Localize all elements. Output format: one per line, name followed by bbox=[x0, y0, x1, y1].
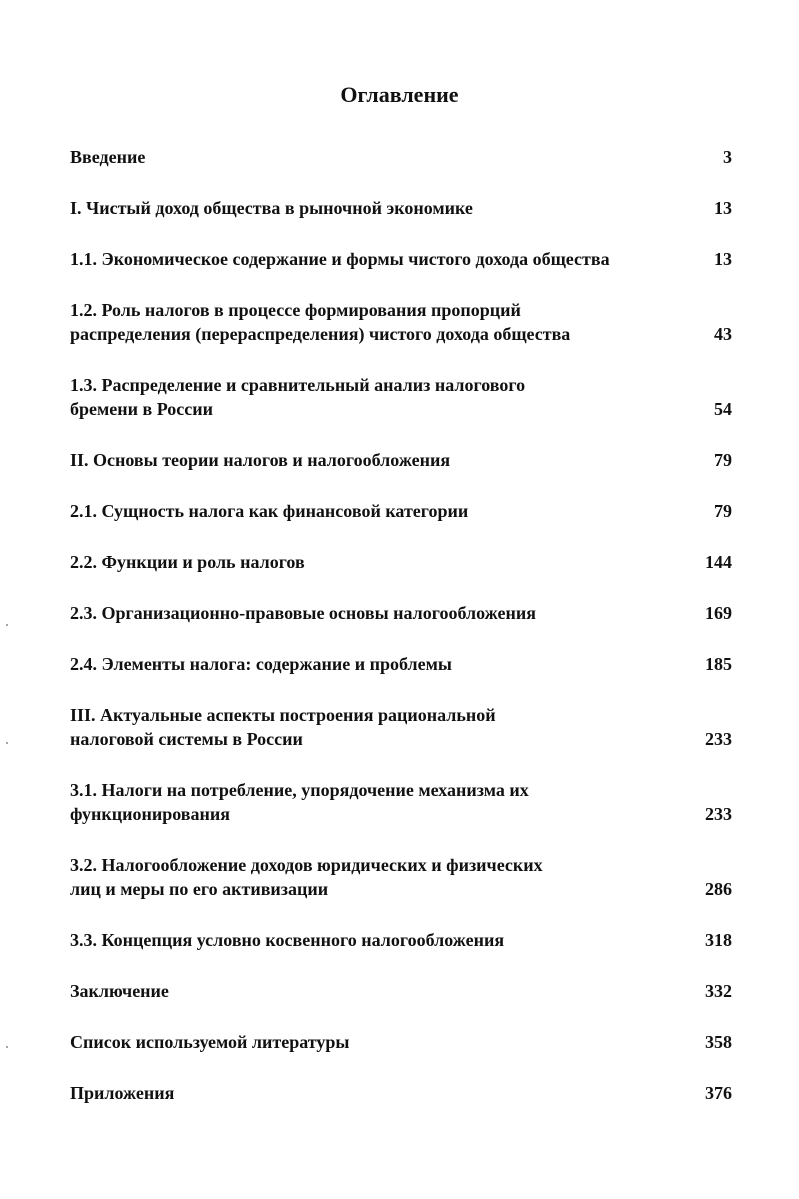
toc-entry-title: 1.1. Экономическое содержание и формы чи… bbox=[70, 247, 610, 271]
toc-entry: 3.3. Концепция условно косвенного налого… bbox=[70, 928, 732, 952]
table-of-contents: Введение 3 I. Чистый доход общества в рыно… bbox=[70, 145, 732, 1132]
toc-entry-title: 1.2. Роль налогов в процессе формировани… bbox=[70, 298, 570, 346]
toc-entry: 2.3. Организационно-правовые основы нало… bbox=[70, 601, 732, 625]
toc-entry-line: 2.3. Организационно-правовые основы нало… bbox=[70, 603, 536, 623]
toc-entry: II. Основы теории налогов и налогообложе… bbox=[70, 448, 732, 472]
toc-entry-title: 3.3. Концепция условно косвенного налого… bbox=[70, 928, 504, 952]
toc-page-number: 13 bbox=[714, 249, 732, 269]
toc-page-number: 13 bbox=[714, 198, 732, 218]
toc-entry: III. Актуальные аспекты построения рацио… bbox=[70, 703, 732, 751]
toc-entry-line: 3.2. Налогообложение доходов юридических… bbox=[70, 855, 543, 875]
toc-entry-line: 3.1. Налоги на потребление, упорядочение… bbox=[70, 780, 529, 800]
toc-page-number: 376 bbox=[705, 1083, 732, 1103]
toc-entry-title: Список используемой литературы bbox=[70, 1030, 349, 1054]
toc-entry: 1.2. Роль налогов в процессе формировани… bbox=[70, 298, 732, 346]
toc-entry-line: 1.2. Роль налогов в процессе формировани… bbox=[70, 300, 521, 320]
toc-entry-line: 2.1. Сущность налога как финансовой кате… bbox=[70, 501, 469, 521]
toc-entry-line: Приложения bbox=[70, 1083, 175, 1103]
toc-entry-line: 3.3. Концепция условно косвенного налого… bbox=[70, 930, 505, 950]
toc-entry-line: распределения (перераспределения) чистог… bbox=[70, 324, 571, 344]
toc-entry-line: Введение bbox=[70, 147, 146, 167]
toc-entry-line: III. Актуальные аспекты построения рацио… bbox=[70, 705, 496, 725]
toc-entry-line: Список используемой литературы bbox=[70, 1032, 350, 1052]
toc-entry-line: 2.4. Элементы налога: содержание и пробл… bbox=[70, 654, 452, 674]
toc-page-number: 332 bbox=[705, 981, 732, 1001]
toc-entry-title: 2.3. Организационно-правовые основы нало… bbox=[70, 601, 536, 625]
toc-entry-title: Заключение bbox=[70, 979, 169, 1003]
toc-page-number: 286 bbox=[705, 879, 732, 899]
toc-entry-title: Введение bbox=[70, 145, 145, 169]
toc-page-number: 233 bbox=[705, 804, 732, 824]
toc-page-number: 358 bbox=[705, 1032, 732, 1052]
toc-page-number: 169 bbox=[705, 603, 732, 623]
toc-entry-title: 3.1. Налоги на потребление, упорядочение… bbox=[70, 778, 529, 826]
toc-entry-title: I. Чистый доход общества в рыночной экон… bbox=[70, 196, 473, 220]
toc-entry: Приложения 376 bbox=[70, 1081, 732, 1105]
toc-entry-line: бремени в России bbox=[70, 399, 213, 419]
toc-entry-line: 2.2. Функции и роль налогов bbox=[70, 552, 305, 572]
toc-entry-line: функционирования bbox=[70, 804, 230, 824]
toc-entry: Введение 3 bbox=[70, 145, 732, 169]
toc-entry-title: III. Актуальные аспекты построения рацио… bbox=[70, 703, 496, 751]
toc-entry: 1.1. Экономическое содержание и формы чи… bbox=[70, 247, 732, 271]
page-title: Оглавление bbox=[340, 82, 459, 107]
scan-speck bbox=[6, 1046, 8, 1048]
toc-entry: I. Чистый доход общества в рыночной экон… bbox=[70, 196, 732, 220]
toc-page-number: 185 bbox=[705, 654, 732, 674]
toc-entry-line: лиц и меры по его активизации bbox=[70, 879, 329, 899]
scan-speck bbox=[6, 742, 8, 744]
toc-entry: 2.4. Элементы налога: содержание и пробл… bbox=[70, 652, 732, 676]
toc-page-number: 79 bbox=[714, 501, 732, 521]
toc-page-number: 54 bbox=[714, 399, 732, 419]
toc-entry: Заключение 332 bbox=[70, 979, 732, 1003]
toc-entry-line: II. Основы теории налогов и налогообложе… bbox=[70, 450, 451, 470]
toc-entry: Список используемой литературы 358 bbox=[70, 1030, 732, 1054]
toc-entry-line: 1.1. Экономическое содержание и формы чи… bbox=[70, 249, 610, 269]
scan-speck bbox=[6, 624, 8, 626]
toc-entry: 2.1. Сущность налога как финансовой кате… bbox=[70, 499, 732, 523]
toc-entry: 3.1. Налоги на потребление, упорядочение… bbox=[70, 778, 732, 826]
toc-entry-title: 1.3. Распределение и сравнительный анали… bbox=[70, 373, 525, 421]
toc-page-number: 233 bbox=[705, 729, 732, 749]
toc-entry: 1.3. Распределение и сравнительный анали… bbox=[70, 373, 732, 421]
toc-entry-line: Заключение bbox=[70, 981, 169, 1001]
toc-entry-line: налоговой системы в России bbox=[70, 729, 303, 749]
toc-entry-title: 2.4. Элементы налога: содержание и пробл… bbox=[70, 652, 452, 676]
toc-page-number: 43 bbox=[714, 324, 732, 344]
toc-entry-line: 1.3. Распределение и сравнительный анали… bbox=[70, 375, 526, 395]
toc-page-number: 79 bbox=[714, 450, 732, 470]
toc-entry-title: 2.2. Функции и роль налогов bbox=[70, 550, 305, 574]
toc-page-number: 3 bbox=[723, 147, 732, 167]
toc-entry-line: I. Чистый доход общества в рыночной экон… bbox=[70, 198, 473, 218]
toc-entry: 2.2. Функции и роль налогов 144 bbox=[70, 550, 732, 574]
toc-entry: 3.2. Налогообложение доходов юридических… bbox=[70, 853, 732, 901]
toc-page-number: 318 bbox=[705, 930, 732, 950]
toc-page-number: 144 bbox=[705, 552, 732, 572]
toc-entry-title: Приложения bbox=[70, 1081, 174, 1105]
toc-entry-title: 3.2. Налогообложение доходов юридических… bbox=[70, 853, 543, 901]
toc-entry-title: 2.1. Сущность налога как финансовой кате… bbox=[70, 499, 468, 523]
toc-entry-title: II. Основы теории налогов и налогообложе… bbox=[70, 448, 450, 472]
